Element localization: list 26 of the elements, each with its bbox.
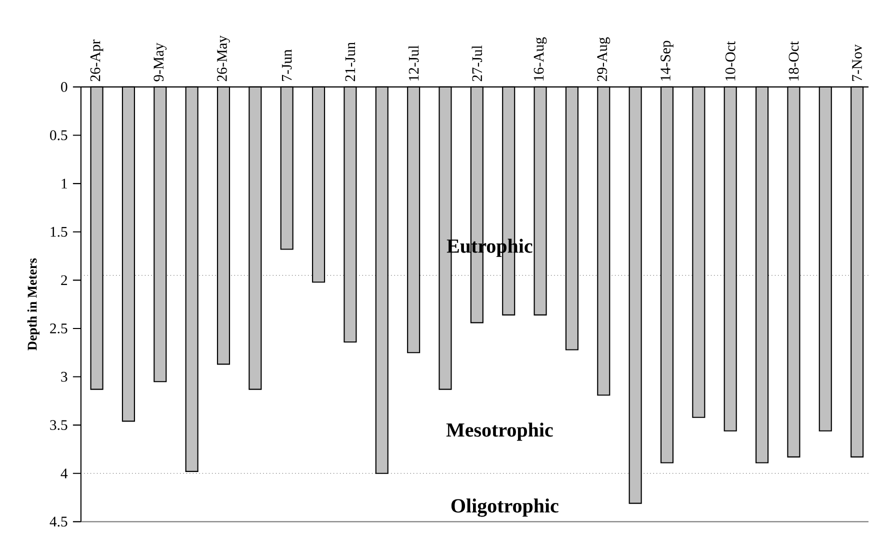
annotation: Oligotrophic xyxy=(451,498,558,517)
x-tick-label: 9-May xyxy=(154,42,167,82)
x-tick-label: 14-Sep xyxy=(660,41,674,81)
x-tick-label: 7-Jun xyxy=(282,50,292,81)
y-tick-label: 4 xyxy=(60,468,68,478)
y-tick-label: 3 xyxy=(61,372,68,382)
x-tick-label: 18-Oct xyxy=(788,41,799,81)
x-tick-label: 10-Oct xyxy=(725,41,736,81)
x-tick-label: 27-Jul xyxy=(472,46,482,82)
x-tick-label: 26-May xyxy=(217,36,230,82)
x-tick-label: 21-Jun xyxy=(345,42,356,82)
y-tick-label: 0.5 xyxy=(50,130,68,140)
y-tick-label: 4.5 xyxy=(50,516,68,527)
y-tick-label: 3.5 xyxy=(50,420,68,430)
x-tick-label: 16-Aug xyxy=(534,37,547,81)
y-tick-label: 0 xyxy=(61,82,68,92)
annotation: Mesotrophic xyxy=(446,422,553,441)
y-tick-label: 1.5 xyxy=(50,227,68,237)
x-tick-label: 12-Jul xyxy=(408,46,419,81)
y-tick-label: 1 xyxy=(62,178,67,189)
x-tick-label: 7-Nov xyxy=(852,44,862,81)
x-tick-label: 29-Aug xyxy=(597,37,610,82)
y-axis-title: Depth in Meters xyxy=(27,258,40,351)
y-tick-label: 2.5 xyxy=(50,324,68,334)
y-tick-label: 2 xyxy=(61,275,67,286)
x-tick-label: 26-Apr xyxy=(90,40,104,82)
